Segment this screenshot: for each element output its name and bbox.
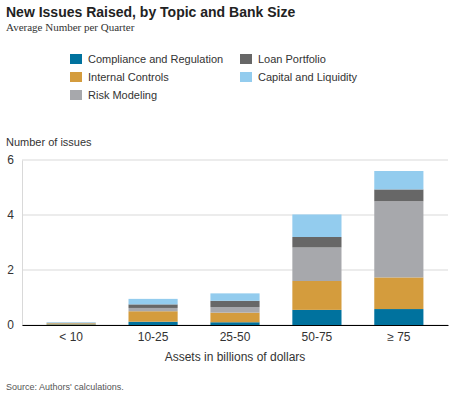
series — [47, 277, 424, 324]
bar-segment — [210, 322, 259, 325]
legend-label: Internal Controls — [88, 71, 169, 83]
legend-swatch — [70, 90, 82, 100]
legend-label: Compliance and Regulation — [88, 53, 223, 65]
legend-item: Compliance and Regulation — [70, 53, 223, 65]
legend-swatch — [70, 72, 82, 82]
legend-label: Risk Modeling — [88, 89, 157, 101]
bar-segment — [129, 308, 178, 311]
series — [47, 189, 424, 323]
bar-segment — [47, 323, 96, 324]
bar-segment — [374, 171, 423, 189]
bar-segment — [374, 309, 423, 325]
legend-item: Risk Modeling — [70, 89, 157, 101]
grid-line — [22, 160, 448, 161]
bar-segment — [210, 313, 259, 323]
x-tick: 25-50 — [220, 325, 251, 344]
legend-swatch — [240, 72, 252, 82]
x-axis-line — [23, 325, 449, 326]
bar-segment — [129, 299, 178, 305]
bar-segment — [374, 189, 423, 201]
x-tick-label: 25-50 — [220, 330, 251, 344]
bar-segment — [129, 322, 178, 325]
bar-segment — [47, 322, 96, 323]
subtitle: Average Number per Quarter — [6, 21, 135, 33]
grid — [22, 160, 448, 325]
bar-segment — [292, 281, 341, 310]
bars — [47, 171, 424, 325]
x-tick: ≥ 75 — [387, 325, 411, 344]
x-tick-label: ≥ 75 — [387, 330, 411, 344]
series — [47, 171, 424, 323]
bar-segment — [374, 277, 423, 309]
bar-segment — [210, 307, 259, 313]
x-tick: < 10 — [59, 325, 83, 344]
x-tick: 50-75 — [302, 325, 333, 344]
y-tick: 4 — [7, 208, 22, 222]
bar-segment — [292, 214, 341, 237]
chart: New Issues Raised, by Topic and Bank Siz… — [0, 0, 460, 398]
legend-item: Capital and Liquidity — [240, 71, 358, 83]
y-tick: 2 — [7, 263, 22, 277]
x-tick-label: 10-25 — [138, 330, 169, 344]
y-tick-label: 2 — [7, 263, 14, 277]
bar-segment — [374, 201, 423, 277]
y-axis-title: Number of issues — [6, 136, 92, 148]
y-tick: 6 — [7, 153, 22, 167]
bar-segment — [47, 324, 96, 325]
y-tick-label: 6 — [7, 153, 14, 167]
y-tick-label: 0 — [7, 318, 14, 332]
y-axis: 0 2 4 6 — [7, 153, 22, 332]
legend-swatch — [70, 54, 82, 64]
legend-item: Loan Portfolio — [240, 53, 326, 65]
bar-segment — [292, 247, 341, 281]
bar-segment — [47, 322, 96, 324]
bar-segment — [292, 310, 341, 325]
y-tick-label: 4 — [7, 208, 14, 222]
series — [47, 201, 424, 323]
x-axis-title: Assets in billions of dollars — [165, 350, 306, 364]
legend: Compliance and Regulation Internal Contro… — [70, 53, 358, 101]
bar-segment — [210, 293, 259, 300]
x-axis: < 10 10-25 25-50 50-75 ≥ 75 — [23, 325, 449, 344]
bar-segment — [47, 323, 96, 324]
x-tick-label: < 10 — [59, 330, 83, 344]
legend-swatch — [240, 54, 252, 64]
x-tick-label: 50-75 — [302, 330, 333, 344]
y-axis-line — [22, 161, 23, 326]
legend-label: Loan Portfolio — [258, 53, 326, 65]
bar-segment — [292, 237, 341, 247]
bar-segment — [129, 304, 178, 308]
legend-label: Capital and Liquidity — [258, 71, 358, 83]
x-tick: 10-25 — [138, 325, 169, 344]
source: Source: Authors' calculations. — [6, 382, 124, 392]
title: New Issues Raised, by Topic and Bank Siz… — [6, 4, 295, 20]
bar-segment — [129, 311, 178, 321]
y-tick: 0 — [7, 318, 22, 332]
bar-segment — [210, 301, 259, 307]
legend-item: Internal Controls — [70, 71, 169, 83]
